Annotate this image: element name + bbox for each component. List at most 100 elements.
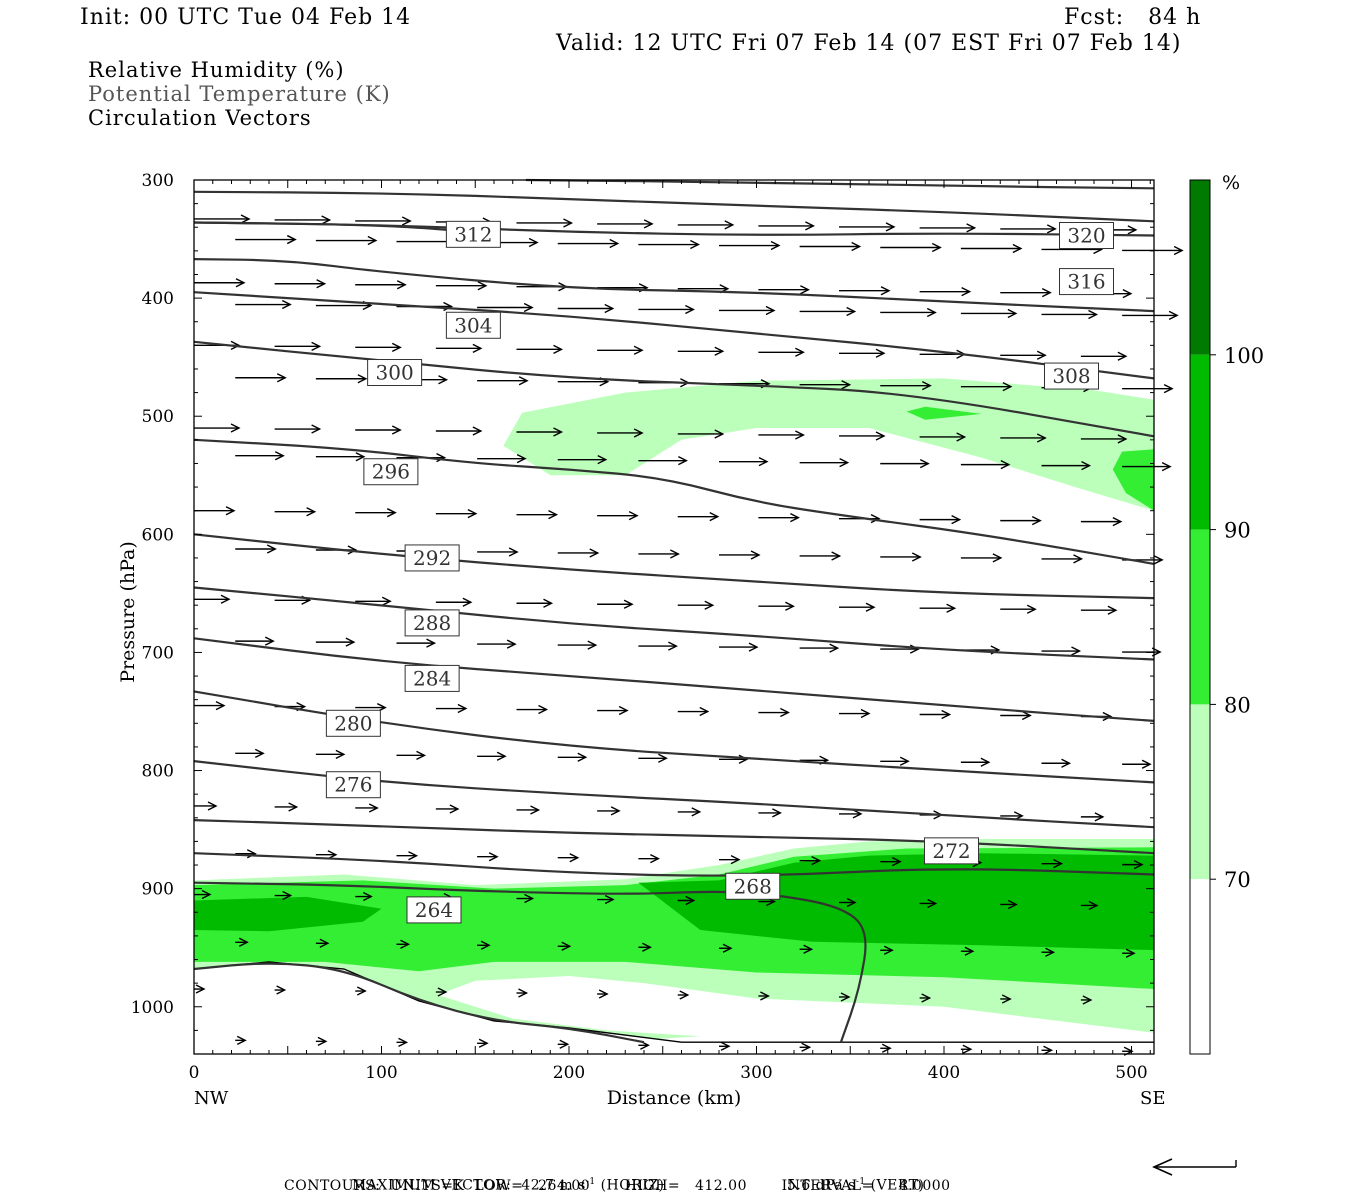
vector-229 [315, 1036, 328, 1046]
vector-101 [597, 511, 639, 521]
x-axis: 0 100 200 300 400 500 [189, 1063, 1148, 1083]
vector-136 [557, 640, 598, 650]
vector-220 [516, 988, 529, 998]
vector-69 [960, 382, 1013, 392]
vector-88 [557, 455, 608, 465]
vector-122 [355, 596, 392, 606]
theta-contour-1 [193, 190, 1155, 223]
theta-contour-10 [193, 637, 1155, 722]
vector-198 [677, 895, 696, 906]
vector-54 [677, 346, 725, 356]
vector-196 [516, 893, 535, 904]
vector-63 [477, 376, 529, 386]
vector-76 [516, 427, 564, 437]
vector-79 [758, 430, 805, 440]
vector-2 [355, 216, 412, 226]
vector-194 [355, 891, 373, 902]
vector-68 [880, 381, 932, 391]
max-vector-label: MAXIMUM VECTOR: [351, 1177, 512, 1194]
svg-text:280: 280 [334, 711, 372, 735]
colorbar-label-80: 80 [1224, 693, 1251, 717]
rh-region-0 [503, 378, 1154, 511]
vector-144 [194, 700, 226, 711]
vector-102 [677, 512, 720, 522]
vector-13 [315, 235, 378, 246]
theta-contour-9 [193, 586, 1155, 661]
vector-168 [194, 801, 218, 811]
vector-89 [638, 456, 688, 466]
vector-71 [1122, 384, 1174, 394]
contour-label-320: 320 [1059, 222, 1114, 250]
contour-label-264: 264 [406, 896, 462, 924]
vector-17 [638, 239, 700, 250]
vector-235 [799, 1042, 812, 1052]
vector-221 [597, 989, 609, 999]
vector-42 [719, 305, 776, 316]
svg-text:264: 264 [415, 898, 453, 922]
vector-125 [597, 599, 634, 609]
vector-216 [194, 984, 206, 994]
svg-text:272: 272 [932, 839, 970, 863]
vector-212 [880, 945, 894, 955]
contour-label-308: 308 [1044, 362, 1099, 390]
rh-region-1 [906, 406, 982, 420]
vector-27 [435, 281, 488, 291]
vector-40 [557, 303, 615, 314]
vector-84 [235, 451, 285, 461]
vector-24 [194, 278, 246, 288]
svg-text:276: 276 [334, 773, 372, 797]
vector-188 [880, 857, 902, 867]
vector-93 [960, 460, 1011, 470]
vector-227 [1080, 995, 1093, 1005]
vector-237 [960, 1044, 973, 1054]
vector-92 [880, 459, 930, 469]
vector-154 [1000, 710, 1032, 721]
vector-211 [799, 944, 814, 954]
circulation-vectors [194, 214, 1184, 1056]
vector-165 [960, 757, 991, 767]
contour-label-312: 312 [445, 220, 501, 248]
vector-158 [396, 750, 427, 760]
vector-98 [355, 508, 397, 518]
vector-47 [1122, 310, 1179, 321]
vector-218 [355, 986, 367, 996]
vector-9 [919, 223, 977, 233]
vector-185 [638, 854, 660, 864]
y-tick-400: 400 [142, 289, 174, 309]
vector-210 [719, 943, 733, 953]
vector-203 [1080, 900, 1099, 911]
vector-41 [638, 304, 695, 315]
vector-149 [597, 705, 629, 716]
vector-6 [677, 220, 735, 230]
se-label: SE [1140, 1088, 1165, 1109]
vector-204 [235, 937, 249, 947]
colorbar-label-90: 90 [1224, 519, 1251, 543]
vector-123 [435, 597, 473, 607]
vector-75 [435, 426, 483, 436]
contour-label-288: 288 [404, 609, 460, 637]
y-tick-1000: 1000 [131, 998, 174, 1018]
theta-contour-7 [193, 438, 1155, 565]
theta-contour-5 [193, 291, 1155, 380]
vector-190 [1041, 859, 1064, 869]
vector-152 [839, 708, 871, 719]
colorbar-border [1189, 179, 1211, 1055]
vector-201 [919, 898, 938, 909]
vector-214 [1041, 947, 1056, 957]
vert-max: 5.6 dPa s [786, 1177, 856, 1194]
vector-52 [516, 344, 564, 354]
vector-20 [880, 242, 942, 253]
x-tick-300: 300 [740, 1063, 772, 1083]
svg-text:288: 288 [413, 611, 451, 635]
contour-label-292: 292 [404, 544, 460, 572]
colorbar: 70 80 90 100% [1189, 172, 1264, 1055]
vector-107 [1080, 516, 1123, 527]
colorbar-segment-0 [1190, 180, 1210, 355]
vector-173 [597, 806, 621, 816]
contour-label-296: 296 [363, 458, 419, 486]
vector-80 [839, 431, 886, 441]
theta-contour-2 [525, 178, 1155, 190]
nw-label: NW [194, 1088, 229, 1109]
horiz-max: 42.7 m s [521, 1177, 586, 1194]
vector-59 [1080, 351, 1128, 361]
